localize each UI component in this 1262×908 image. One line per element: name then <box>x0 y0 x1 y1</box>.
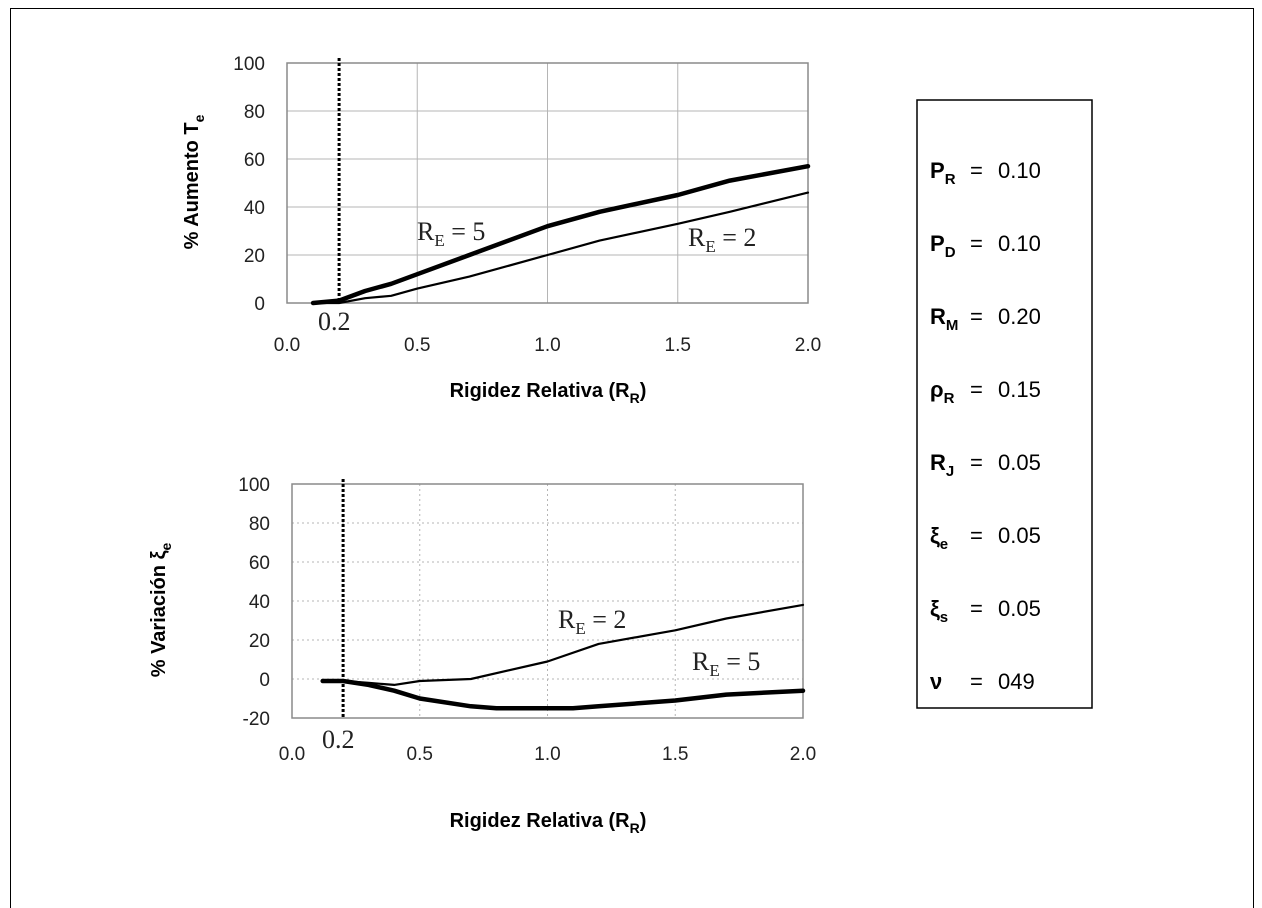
parameter-equals: = <box>970 377 983 402</box>
y-tick-label: 100 <box>238 475 270 496</box>
chart-top: 0 20 40 60 80 100 0.0 0.5 1.0 1.5 2.0 0.2 RE = 5 RE =… <box>181 54 821 406</box>
y-tick-label: 100 <box>233 54 265 75</box>
chart-bottom: -20 0 20 40 60 80 100 0.0 0.5 1.0 1.5 2.0 0.2 RE = 2 R… <box>148 475 816 836</box>
x-axis-label: Rigidez Relativa (RR) <box>450 380 647 406</box>
series-label-1: RE = 2 <box>688 223 756 256</box>
y-axis-label: % Variación ξe <box>148 543 174 678</box>
x-tick-label: 0.5 <box>404 335 430 356</box>
parameter-equals: = <box>970 450 983 475</box>
parameter-value: 0.10 <box>998 158 1041 183</box>
x-tick-label: 0.0 <box>279 744 305 765</box>
parameter-value: 0.10 <box>998 231 1041 256</box>
parameter-value: 0.15 <box>998 377 1041 402</box>
series-label-0: RE = 2 <box>558 605 626 638</box>
y-tick-label: 0 <box>259 670 270 691</box>
y-axis-label: % Aumento Te <box>181 114 207 249</box>
parameter-equals: = <box>970 304 983 329</box>
parameter-equals: = <box>970 596 983 621</box>
x-tick-label: 0.0 <box>274 335 300 356</box>
parameter-equals: = <box>970 158 983 183</box>
x-tick-label: 1.5 <box>665 335 691 356</box>
parameter-symbol: ν <box>930 669 942 694</box>
y-tick-label: 80 <box>249 514 270 535</box>
y-tick-label: 40 <box>244 198 265 219</box>
parameter-equals: = <box>970 523 983 548</box>
x-tick-label: 2.0 <box>790 744 816 765</box>
y-tick-label: 60 <box>249 553 270 574</box>
y-tick-label: -20 <box>243 709 270 730</box>
figure-canvas: 0 20 40 60 80 100 0.0 0.5 1.0 1.5 2.0 0.2 RE = 5 RE =… <box>0 0 1262 870</box>
x-tick-label: 2.0 <box>795 335 821 356</box>
parameter-value: 0.05 <box>998 450 1041 475</box>
x-tick-label: 1.0 <box>534 335 560 356</box>
x-tick-label: 1.0 <box>534 744 560 765</box>
parameter-value: 049 <box>998 669 1035 694</box>
series-label-1: RE = 5 <box>692 647 760 680</box>
y-tick-label: 20 <box>249 631 270 652</box>
y-tick-label: 60 <box>244 150 265 171</box>
x-axis-label: Rigidez Relativa (RR) <box>450 810 647 836</box>
parameter-value: 0.20 <box>998 304 1041 329</box>
x-tick-label: 1.5 <box>662 744 688 765</box>
y-tick-label: 0 <box>254 294 265 315</box>
parameter-value: 0.05 <box>998 596 1041 621</box>
parameter-equals: = <box>970 231 983 256</box>
x-tick-label: 0.5 <box>407 744 433 765</box>
y-tick-label: 40 <box>249 592 270 613</box>
series-label-0: RE = 5 <box>417 217 485 250</box>
y-tick-label: 20 <box>244 246 265 267</box>
y-tick-label: 80 <box>244 102 265 123</box>
threshold-marker-label: 0.2 <box>322 725 355 754</box>
parameter-value: 0.05 <box>998 523 1041 548</box>
threshold-marker-label: 0.2 <box>318 307 351 336</box>
parameter-equals: = <box>970 669 983 694</box>
